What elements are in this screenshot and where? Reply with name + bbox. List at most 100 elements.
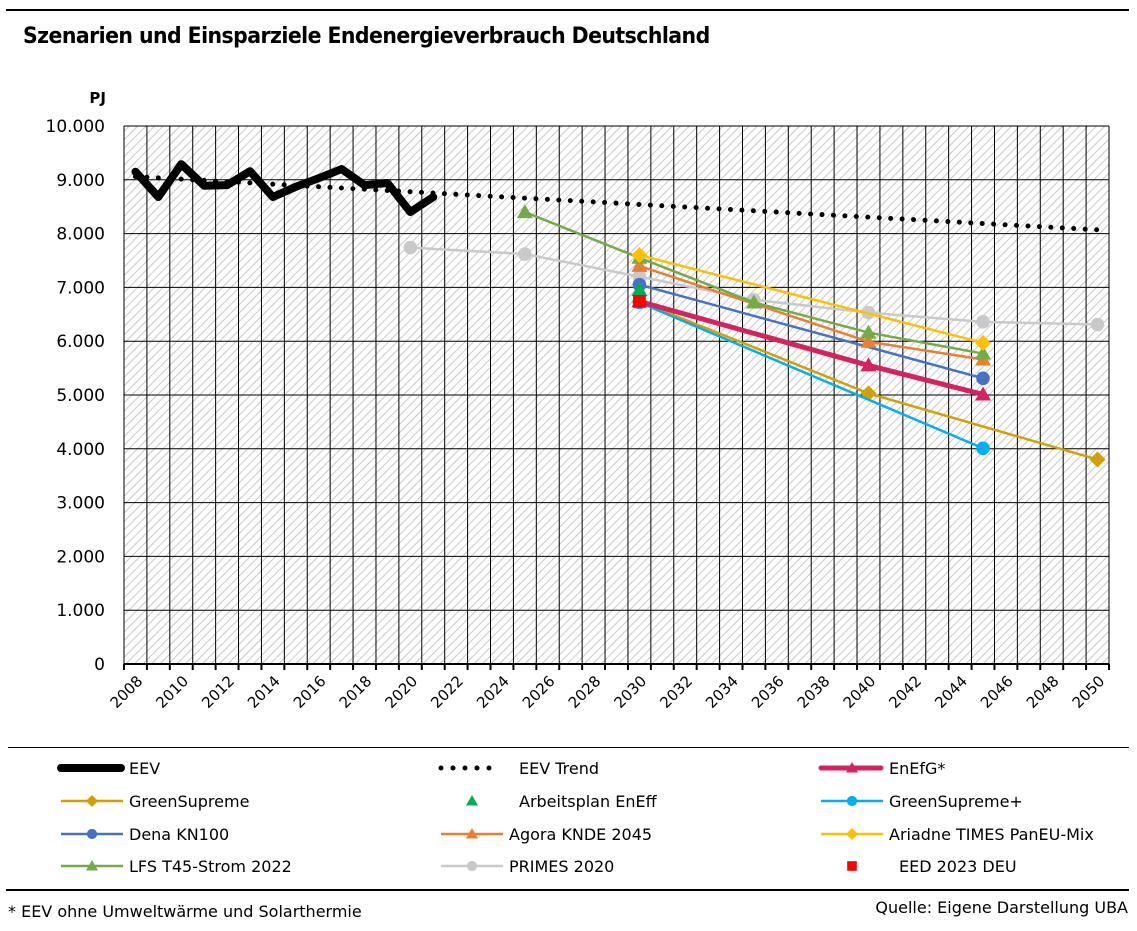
legend-item-eev: EEV bbox=[57, 758, 160, 778]
y-tick-label: 7.000 bbox=[56, 278, 105, 298]
top-rule bbox=[6, 9, 1129, 11]
legend-label: PRIMES 2020 bbox=[509, 856, 615, 876]
legend-swatch bbox=[61, 860, 123, 871]
y-tick-label: 2.000 bbox=[56, 547, 105, 567]
y-tick-label: 6.000 bbox=[56, 332, 105, 352]
x-tick-label: 2010 bbox=[152, 672, 192, 712]
legend-marker bbox=[86, 860, 98, 871]
x-tick-label: 2042 bbox=[885, 672, 925, 712]
y-tick-label: 4.000 bbox=[56, 440, 105, 460]
legend-swatch bbox=[818, 762, 884, 773]
y-axis-unit-label: PJ bbox=[89, 89, 106, 107]
legend-item-greensupreme: GreenSupreme bbox=[57, 791, 249, 811]
x-tick-label: 2040 bbox=[840, 672, 880, 712]
data-point bbox=[976, 315, 990, 329]
legend-swatch bbox=[61, 828, 123, 840]
data-point bbox=[975, 345, 992, 360]
source-note: Quelle: Eigene Darstellung UBA bbox=[875, 898, 1128, 917]
x-tick-label: 2030 bbox=[611, 672, 651, 712]
x-tick-label: 2014 bbox=[244, 672, 284, 712]
x-tick-label: 2016 bbox=[290, 672, 330, 712]
series-line bbox=[638, 301, 984, 450]
data-point bbox=[975, 386, 992, 401]
legend-marker bbox=[847, 861, 857, 871]
legend-label: GreenSupreme bbox=[129, 791, 250, 811]
legend-swatch bbox=[847, 861, 857, 871]
data-point bbox=[633, 294, 646, 308]
legend-marker bbox=[846, 762, 858, 773]
legend-label: EEV Trend bbox=[519, 758, 600, 778]
data-point bbox=[860, 357, 877, 372]
legend-marker bbox=[466, 860, 478, 872]
chart-canvas: PJ 0 1.000 2.000 3.000 4.000 5.000 6.000 7.000 8… bbox=[46, 89, 1110, 712]
legend-swatch bbox=[821, 795, 883, 807]
series-arbeitsplan-eneff bbox=[631, 282, 648, 297]
x-tick-label: 2028 bbox=[565, 672, 605, 712]
x-tick-label: 2020 bbox=[381, 672, 421, 712]
series-layer bbox=[131, 160, 1106, 468]
legend-label: LFS T45-Strom 2022 bbox=[129, 856, 292, 876]
x-tick-label: 2024 bbox=[473, 672, 513, 712]
legend-item-eev-trend: EEV Trend bbox=[437, 758, 599, 778]
legend-item-agora-knde-2045: Agora KNDE 2045 bbox=[437, 824, 652, 844]
x-tick-label: 2018 bbox=[336, 672, 376, 712]
legend-label: Ariadne TIMES PanEU-Mix bbox=[889, 824, 1094, 844]
legend-marker bbox=[466, 795, 478, 806]
legend-label: Arbeitsplan EnEff bbox=[519, 791, 657, 811]
data-point bbox=[975, 334, 992, 351]
legend-swatch bbox=[57, 764, 125, 772]
legend-swatch bbox=[61, 795, 123, 807]
data-point bbox=[403, 240, 418, 255]
footnote: * EEV ohne Umweltwärme und Solarthermie bbox=[8, 902, 362, 921]
x-axis-tick-labels: 2008 2010 2012 2014 2016 2018 2020 2022 2024 2026… bbox=[107, 672, 1109, 712]
series-line bbox=[639, 283, 984, 380]
legend-item-arbeitsplan-eneff: Arbeitsplan EnEff bbox=[437, 791, 657, 811]
legend-swatch bbox=[821, 828, 883, 840]
x-tick-label: 2012 bbox=[198, 672, 238, 712]
x-tick-label: 2050 bbox=[1069, 672, 1109, 712]
y-tick-label: 1.000 bbox=[56, 601, 105, 621]
legend-item-primes-2020: PRIMES 2020 bbox=[437, 856, 614, 876]
x-tick-label: 2044 bbox=[931, 672, 971, 712]
data-point bbox=[976, 441, 990, 456]
data-point bbox=[976, 371, 990, 386]
x-tick-label: 2026 bbox=[519, 672, 559, 712]
legend-item-lfs-t45-strom-2022: LFS T45-Strom 2022 bbox=[57, 856, 292, 876]
series-line bbox=[639, 253, 984, 345]
legend-swatch bbox=[441, 828, 503, 839]
legend-marker bbox=[466, 828, 478, 839]
series-ariadne-times-paneu-mix bbox=[631, 247, 992, 351]
x-tick-label: 2032 bbox=[656, 672, 696, 712]
legend-swatch bbox=[438, 765, 496, 771]
data-point bbox=[518, 247, 532, 261]
y-axis-tick-labels: 0 1.000 2.000 3.000 4.000 5.000 6.000 7.000 8.00… bbox=[46, 117, 105, 675]
data-point bbox=[631, 257, 648, 272]
legend-marker bbox=[86, 795, 98, 807]
x-tick-label: 2046 bbox=[977, 672, 1017, 712]
data-point bbox=[860, 324, 877, 339]
x-tick-label: 2038 bbox=[794, 672, 834, 712]
x-tick-label: 2022 bbox=[427, 672, 467, 712]
y-tick-label: 9.000 bbox=[56, 171, 105, 191]
data-point bbox=[516, 204, 533, 219]
data-point bbox=[1089, 451, 1106, 468]
data-point bbox=[745, 294, 762, 309]
legend-item-ariadne-times-paneu-mix: Ariadne TIMES PanEU-Mix bbox=[817, 824, 1094, 844]
legend-label: Agora KNDE 2045 bbox=[509, 824, 653, 844]
legend-label: EED 2023 DEU bbox=[899, 856, 1017, 876]
legend-item-enefg: EnEfG* bbox=[817, 758, 945, 778]
legend-item-eed-2023-deu: EED 2023 DEU bbox=[817, 856, 1017, 876]
legend-label: GreenSupreme+ bbox=[889, 791, 1023, 811]
x-tick-label: 2034 bbox=[702, 672, 742, 712]
x-axis bbox=[123, 663, 1110, 670]
legend-marker bbox=[86, 828, 98, 840]
legend-marker bbox=[846, 795, 858, 807]
legend-swatch bbox=[441, 860, 503, 872]
chart-title: Szenarien und Einsparziele Endenergiever… bbox=[23, 24, 710, 49]
data-point bbox=[631, 247, 648, 264]
legend-label: Dena KN100 bbox=[129, 824, 230, 844]
legend-swatch bbox=[466, 795, 478, 806]
legend-marker bbox=[846, 828, 858, 840]
data-point bbox=[860, 333, 877, 348]
x-tick-label: 2036 bbox=[748, 672, 788, 712]
